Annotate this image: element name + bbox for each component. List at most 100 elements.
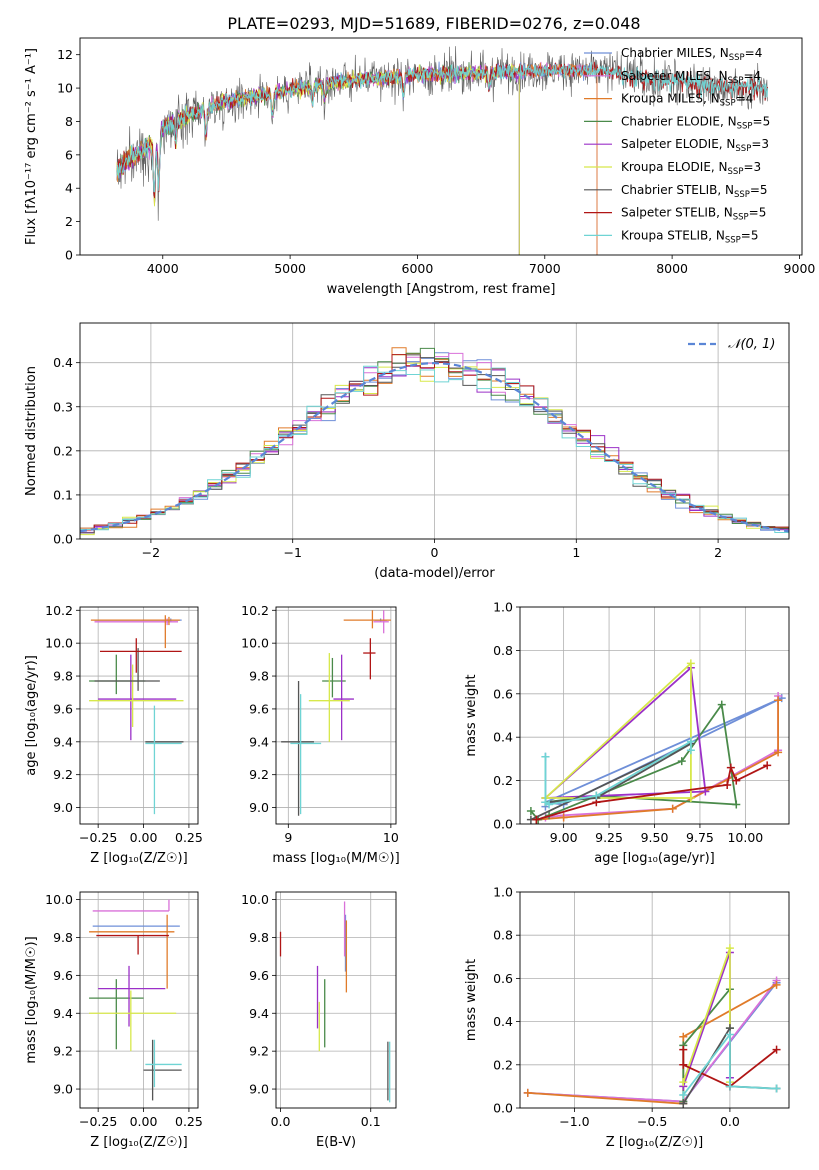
legend-value: =4 (736, 92, 754, 106)
weight-marker (532, 815, 541, 824)
weight-marker (686, 737, 695, 746)
weight-series (544, 662, 692, 799)
y-tick-label: 10.2 (241, 603, 269, 618)
weight-marker (772, 1045, 781, 1054)
x-tick-label: 0.25 (175, 1114, 203, 1129)
weight-marker (668, 804, 677, 813)
weight-vs-Z-panel: −1.0 −0.5 0.0 0.0 0.2 0.4 0.6 0.8 1.0 Z [log₁₀(Z/… (464, 885, 790, 1150)
weight-marker (559, 813, 568, 822)
axes-frame (275, 606, 397, 825)
data-point (89, 664, 184, 728)
legend-subscript: SSP (733, 213, 749, 223)
y-tick-label: 10.0 (45, 636, 73, 651)
x-tick-label: −1.0 (559, 1114, 589, 1129)
x-tick-label: 6000 (402, 261, 434, 276)
age-vs-Z-panel: −0.25 0.00 0.25 9.0 9.2 9.4 9.6 9.8 10.0 10.2 Z [l… (24, 603, 203, 866)
weight-marker (686, 659, 695, 668)
figure-title: PLATE=0293, MJD=51689, FIBERID=0276, z=0… (227, 14, 640, 33)
legend-value: =4 (743, 69, 761, 83)
y-axis-label: age [log₁₀(age/yr)] (24, 655, 39, 776)
x-tick-label: 1 (572, 545, 580, 560)
data-point (290, 694, 322, 815)
data-point (98, 654, 177, 741)
legend-subscript: SSP (720, 99, 736, 109)
legend-label: Kroupa STELIB, NSSP=5 (621, 228, 759, 245)
y-tick-label: 10.2 (45, 603, 73, 618)
weight-marker (774, 696, 783, 705)
legend-value: =5 (753, 114, 771, 128)
data-point (96, 934, 169, 955)
y-tick-label: 9.0 (249, 800, 269, 815)
weight-marker (763, 761, 772, 770)
weight-marker (774, 748, 783, 757)
legend-subscript: SSP (728, 76, 744, 86)
y-tick-label: 9.0 (53, 800, 73, 815)
weight-marker (772, 980, 781, 989)
weight-vs-age-panel: 9.00 9.25 9.50 9.75 10.00 0.0 0.2 0.4 0.6 0.8 1.0 a… (464, 600, 790, 866)
y-tick-label: 9.6 (249, 968, 269, 983)
x-axis-label: age [log₁₀(age/yr)] (594, 851, 715, 866)
y-tick-label: 9.4 (53, 734, 73, 749)
x-tick-label: 8000 (656, 261, 688, 276)
weight-marker (679, 1032, 688, 1041)
y-tick-label: 10.0 (45, 892, 73, 907)
y-tick-label: 0.6 (493, 971, 513, 986)
weight-marker (732, 776, 741, 785)
y-tick-label: 9.0 (249, 1082, 269, 1097)
data-point (145, 705, 182, 815)
weight-marker (523, 1088, 532, 1097)
x-tick-label: 0.25 (175, 830, 203, 845)
weight-marker (679, 1099, 688, 1108)
x-tick-label: 0.00 (130, 1114, 158, 1129)
normal-curve (80, 361, 789, 533)
spectrum-lines (116, 46, 769, 255)
x-tick-label: −0.25 (79, 1114, 117, 1129)
y-tick-label: 0.0 (53, 532, 73, 547)
weight-marker (679, 1060, 688, 1069)
data-point (89, 914, 175, 989)
legend-subscript: SSP (734, 190, 750, 200)
weight-marker (677, 757, 686, 766)
y-tick-label: 10.0 (241, 892, 269, 907)
x-axis-label: E(B-V) (316, 1135, 356, 1150)
weight-marker (686, 793, 695, 802)
weight-marker (725, 944, 734, 953)
legend-value: =5 (750, 183, 768, 197)
weight-series (682, 1048, 778, 1088)
x-tick-label: −2 (142, 545, 160, 560)
histogram-series (80, 365, 789, 533)
weight-marker (541, 752, 550, 761)
x-tick-label: 9.75 (686, 830, 714, 845)
data-point (98, 965, 166, 1027)
y-tick-label: 9.2 (249, 767, 269, 782)
x-tick-label: −1 (283, 545, 301, 560)
legend-value: =3 (751, 137, 769, 151)
weight-lines (526, 659, 786, 824)
y-tick-label: 1.0 (493, 885, 513, 900)
data-point (333, 654, 354, 741)
legend-value: =5 (741, 228, 759, 242)
y-tick-label: 9.8 (53, 930, 73, 945)
x-axis-label: wavelength [Angstrom, rest frame] (327, 282, 556, 297)
error-bars (281, 610, 391, 816)
y-tick-label: 8 (65, 114, 73, 129)
y-tick-label: 10.0 (241, 636, 269, 651)
y-tick-label: 0.3 (53, 399, 73, 414)
axes-frame (275, 891, 397, 1109)
x-tick-label: −0.5 (637, 1114, 667, 1129)
legend-label: 𝒩(0, 1) (728, 337, 775, 352)
y-tick-label: 9.6 (249, 701, 269, 716)
axes-frame (79, 322, 790, 540)
y-tick-label: 1.0 (493, 600, 513, 615)
y-tick-label: 0.4 (53, 355, 73, 370)
axes-frame (79, 606, 199, 825)
error-bars (279, 901, 391, 1103)
data-point (145, 1039, 182, 1088)
legend-value: =5 (749, 206, 767, 220)
age-vs-mass-panel: 9 10 9.0 9.2 9.4 9.6 9.8 10.0 10.2 mass [log₁₀(M/… (241, 603, 400, 866)
data-point (89, 990, 177, 1052)
axes-frame (519, 891, 790, 1109)
data-point (343, 610, 391, 629)
x-axis-label: Z [log₁₀(Z/Z☉)] (90, 1135, 187, 1150)
x-tick-label: 9000 (784, 261, 816, 276)
